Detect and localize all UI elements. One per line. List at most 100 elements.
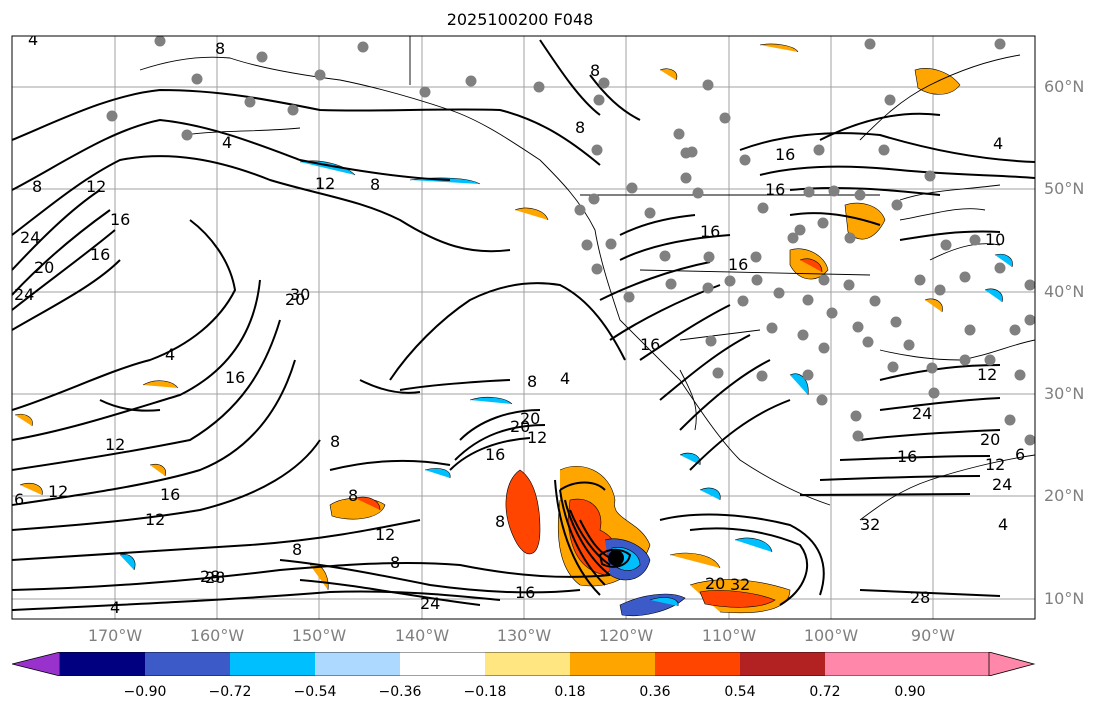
colorbar-tick-3: −0.36 [378, 684, 422, 700]
svg-text:8: 8 [292, 540, 302, 559]
colorbar-swatch-3 [230, 652, 315, 676]
colorbar-swatch-8 [655, 652, 740, 676]
lat-label-10n: 10°N [1044, 589, 1085, 608]
station-markers [106, 36, 1035, 446]
colorbar-swatch-6 [485, 652, 570, 676]
svg-text:12: 12 [105, 435, 125, 454]
svg-text:4: 4 [165, 345, 175, 364]
storm-center-marker [608, 550, 624, 566]
svg-text:20: 20 [705, 574, 725, 593]
lon-label-130w: 130°W [496, 626, 552, 645]
colorbar-tick-2: −0.54 [293, 684, 337, 700]
svg-text:8: 8 [575, 118, 585, 137]
svg-text:16: 16 [728, 255, 748, 274]
lon-label-100w: 100°W [803, 626, 859, 645]
svg-text:8: 8 [527, 372, 537, 391]
colorbar-swatch-7 [570, 652, 655, 676]
svg-text:8: 8 [330, 432, 340, 451]
colorbar-swatch-9 [740, 652, 825, 676]
lon-label-170w: 170°W [87, 626, 143, 645]
svg-text:30: 30 [290, 285, 310, 304]
svg-text:10: 10 [985, 230, 1005, 249]
colorbar-swatch-0 [12, 652, 61, 676]
svg-text:16: 16 [515, 583, 535, 602]
svg-text:8: 8 [348, 486, 358, 505]
svg-text:8: 8 [590, 61, 600, 80]
lon-label-90w: 90°W [910, 626, 956, 645]
svg-text:28: 28 [200, 567, 220, 586]
svg-text:16: 16 [160, 485, 180, 504]
lon-label-160w: 160°W [189, 626, 245, 645]
svg-text:12: 12 [985, 455, 1005, 474]
svg-text:16: 16 [640, 335, 660, 354]
colorbar-tick-9: 0.90 [894, 684, 926, 700]
svg-text:20: 20 [980, 430, 1000, 449]
svg-text:12: 12 [315, 174, 335, 193]
svg-text:20: 20 [520, 409, 540, 428]
colorbar-swatch-2 [145, 652, 230, 676]
lon-label-140w: 140°W [394, 626, 450, 645]
contours [12, 39, 1035, 611]
svg-text:12: 12 [86, 177, 106, 196]
colorbar-swatch-4 [315, 652, 400, 676]
svg-text:24: 24 [14, 285, 34, 304]
lat-label-40n: 40°N [1044, 282, 1085, 301]
colorbar-swatch-11 [988, 652, 1035, 676]
svg-text:8: 8 [32, 177, 42, 196]
svg-text:4: 4 [993, 134, 1003, 153]
svg-text:16: 16 [700, 222, 720, 241]
svg-text:12: 12 [145, 510, 165, 529]
svg-text:12: 12 [527, 428, 547, 447]
colorbar-tick-6: 0.36 [639, 684, 671, 700]
svg-text:12: 12 [48, 482, 68, 501]
svg-text:20: 20 [34, 258, 54, 277]
colorbar [12, 652, 1035, 676]
svg-text:12: 12 [977, 365, 997, 384]
svg-text:24: 24 [992, 475, 1012, 494]
colorbar-tick-4: −0.18 [463, 684, 507, 700]
lon-label-110w: 110°W [701, 626, 757, 645]
colorbar-tick-7: 0.54 [724, 684, 756, 700]
svg-text:4: 4 [222, 133, 232, 152]
svg-text:8: 8 [370, 175, 380, 194]
lat-label-30n: 30°N [1044, 384, 1085, 403]
svg-text:16: 16 [110, 210, 130, 229]
svg-text:16: 16 [765, 180, 785, 199]
svg-text:4: 4 [998, 515, 1008, 534]
svg-text:16: 16 [225, 368, 245, 387]
svg-text:4: 4 [28, 30, 38, 49]
svg-text:20: 20 [510, 417, 530, 436]
svg-text:4: 4 [110, 598, 120, 617]
lat-label-60n: 60°N [1044, 77, 1085, 96]
svg-text:32: 32 [730, 575, 750, 594]
svg-text:24: 24 [912, 404, 932, 423]
svg-text:4: 4 [560, 369, 570, 388]
svg-text:24: 24 [20, 228, 40, 247]
colorbar-swatch-10 [825, 652, 989, 676]
lon-label-150w: 150°W [291, 626, 347, 645]
map-title: 2025100200 F048 [446, 10, 594, 29]
svg-text:6: 6 [1015, 445, 1025, 464]
contour-labels: 4 8 8 12 8 4 16 12 20 24 20 16 4 16 24 1… [14, 30, 1025, 617]
colorbar-tick-1: −0.72 [208, 684, 252, 700]
svg-text:16: 16 [897, 447, 917, 466]
shaded-field [14, 43, 1013, 616]
svg-text:16: 16 [90, 245, 110, 264]
lat-label-20n: 20°N [1044, 486, 1085, 505]
svg-text:28: 28 [205, 568, 225, 587]
graticule [12, 36, 1035, 619]
colorbar-tick-5: 0.18 [554, 684, 586, 700]
colorbar-tick-0: −0.90 [123, 684, 167, 700]
colorbar-swatch-1 [60, 652, 145, 676]
svg-text:32: 32 [860, 515, 880, 534]
svg-text:8: 8 [495, 512, 505, 531]
map-frame [11, 35, 1036, 620]
lon-label-120w: 120°W [598, 626, 654, 645]
svg-text:16: 16 [485, 445, 505, 464]
colorbar-tick-8: 0.72 [809, 684, 841, 700]
svg-text:6: 6 [14, 490, 24, 509]
svg-text:28: 28 [910, 588, 930, 607]
lat-label-50n: 50°N [1044, 179, 1085, 198]
svg-text:20: 20 [285, 290, 305, 309]
